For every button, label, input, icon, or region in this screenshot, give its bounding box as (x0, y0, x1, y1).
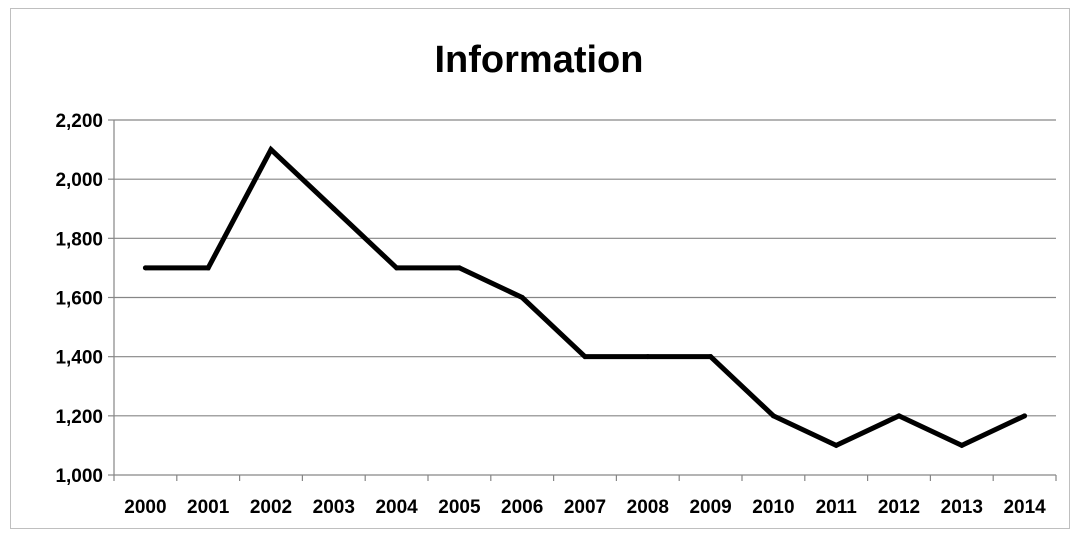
y-tick-label: 1,000 (55, 466, 103, 487)
y-tick-label: 2,000 (55, 170, 103, 191)
series-layer (142, 145, 1028, 449)
data-point (1022, 413, 1028, 419)
y-tick-labels: 1,000 1,200 1,400 1,600 1,800 2,000 2,200 (55, 111, 103, 487)
gridlines (114, 119, 1056, 417)
y-tick-label: 2,200 (55, 111, 103, 132)
data-point (708, 354, 714, 360)
y-tick-label: 1,600 (55, 289, 103, 310)
x-tick-label: 2011 (816, 497, 858, 518)
x-tick-label: 2009 (689, 497, 731, 518)
x-tick-label: 2012 (878, 497, 920, 518)
data-point (331, 206, 337, 212)
data-point (896, 413, 902, 419)
chart-title: Information (434, 39, 644, 81)
x-tick-label: 2010 (752, 497, 794, 518)
data-point (456, 265, 462, 271)
data-point (205, 265, 211, 271)
y-tick-label: 1,400 (55, 348, 103, 369)
x-tick-label: 2001 (187, 497, 230, 518)
y-tick-label: 1,200 (55, 407, 103, 428)
x-tick-label: 2008 (627, 497, 669, 518)
data-point (394, 265, 400, 271)
data-point (519, 295, 525, 300)
x-tick-label: 2005 (438, 497, 481, 518)
data-point (833, 442, 839, 448)
x-tick-label: 2013 (941, 497, 983, 518)
data-point (770, 413, 776, 419)
data-point (645, 354, 651, 360)
x-tick-label: 2002 (250, 497, 292, 518)
x-tick-label: 2014 (1003, 497, 1046, 518)
x-tick-label: 2003 (313, 497, 355, 518)
y-tick-label: 1,800 (55, 229, 103, 250)
x-tick-label: 2004 (375, 497, 418, 518)
data-point (142, 265, 148, 271)
x-tick-label: 2007 (564, 497, 606, 518)
x-tick-labels: 2000 2001 2002 2003 2004 2005 2006 2007 2008 2009… (124, 497, 1046, 518)
x-tick-label: 2000 (124, 497, 166, 518)
data-point (268, 147, 274, 153)
data-point (582, 354, 588, 360)
axes (108, 119, 1057, 481)
data-point (959, 442, 965, 448)
x-tick-label: 2006 (501, 497, 543, 518)
